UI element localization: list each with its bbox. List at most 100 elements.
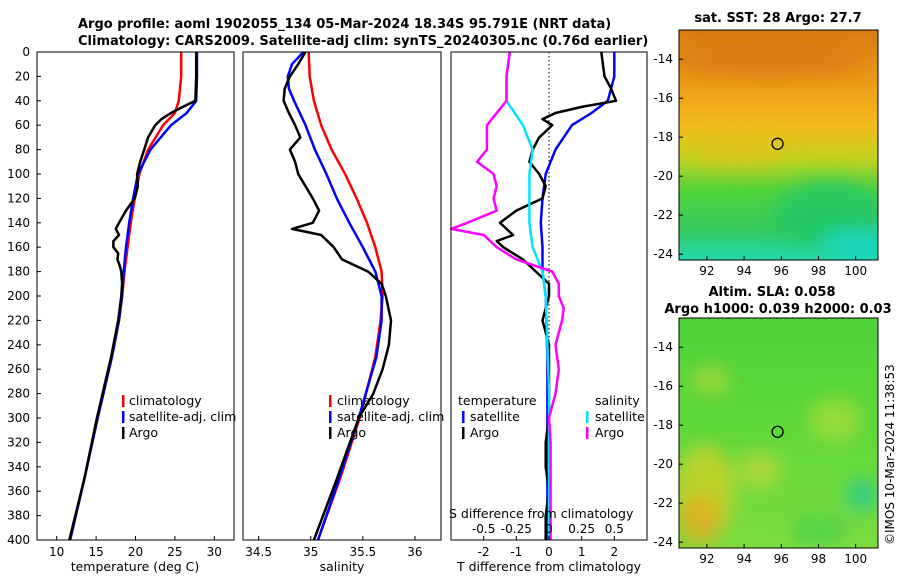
legend-label-satellite: satellite-adj. clim: [129, 409, 236, 424]
map-y-tick-label: -20: [653, 457, 673, 471]
x-tick-label: -2: [478, 545, 490, 559]
map-y-tick-label: -22: [653, 208, 673, 222]
map-y-tick-label: -14: [653, 340, 673, 354]
map-x-tick-label: 92: [699, 552, 714, 566]
x2-tick-label: 0.25: [568, 522, 595, 536]
y-tick-label: 280: [7, 387, 30, 401]
sla-patch-5: [846, 479, 878, 511]
x-tick-label: 35: [303, 545, 318, 559]
map-y-tick-label: -16: [653, 91, 673, 105]
legend-label-sal-argo: Argo: [595, 425, 624, 440]
sla-map-title-line1: Altim. SLA: 0.058: [709, 285, 836, 300]
series-line-satellite-adj-clim: [286, 51, 383, 541]
sst-argo-position-marker: [771, 137, 784, 150]
legend-label-satellite-sal: satellite-adj. clim: [337, 409, 444, 424]
y-tick-label: 320: [7, 435, 30, 449]
sla-patch-6: [790, 512, 850, 548]
y-tick-label: 120: [7, 191, 30, 205]
series-line-satellite-adj-clim: [68, 52, 199, 541]
y-tick-label: 220: [7, 313, 30, 327]
legend-label-climatology: climatology: [129, 393, 202, 408]
x2-tick-label: 0.5: [605, 522, 624, 536]
map-y-tick-label: -20: [653, 169, 673, 183]
temperature-axes-frame: [36, 51, 235, 541]
map-x-tick-label: 96: [774, 552, 789, 566]
legend-swatch-sal-satellite: [586, 411, 589, 423]
map-y-tick-label: -22: [653, 496, 673, 510]
temperature-panel: 10 15 20 25 30 0 20 40 60 80 100 120 140 160 180 200 22…: [7, 45, 236, 574]
sla-map: [679, 318, 878, 548]
legend-swatch-climatology-sal: [329, 395, 332, 407]
map-y-tick-label: -16: [653, 379, 673, 393]
y-tick-label: 60: [15, 118, 30, 132]
legend-swatch-satellite: [122, 411, 125, 423]
legend-swatch-temp-argo: [462, 427, 465, 439]
y-tick-label: 140: [7, 216, 30, 230]
sst-map: [679, 30, 878, 260]
x-tick-label: 35.5: [349, 545, 376, 559]
sla-map-title-line2: Argo h1000: 0.039 h2000: 0.03: [664, 302, 891, 317]
x2-tick-label: 0: [545, 522, 553, 536]
legend-swatch-sal-argo: [586, 427, 589, 439]
legend-header-salinity: salinity: [595, 393, 640, 408]
map-y-tick-label: -24: [653, 535, 673, 549]
sla-patch-4: [809, 398, 861, 442]
map-y-tick-label: -14: [653, 52, 673, 66]
salinity-panel: 34.5 35 35.5 36 salinity climatology satell…: [242, 51, 444, 574]
y-tick-label: 100: [7, 167, 30, 181]
y-tick-label: 40: [15, 94, 30, 108]
y-tick-label: 240: [7, 338, 30, 352]
legend-header-temperature: temperature: [458, 393, 537, 408]
sla-patch-2: [679, 495, 722, 545]
sst-cyan-patch: [820, 230, 878, 260]
x-tick-label: 25: [167, 545, 182, 559]
sst-warm-patch: [679, 42, 865, 78]
x-tick-label: 30: [207, 545, 222, 559]
x-tick-label: 2: [611, 545, 619, 559]
y-tick-label: 260: [7, 362, 30, 376]
y-tick-label: 400: [7, 533, 30, 547]
map-x-tick-label: 94: [736, 264, 751, 278]
legend-swatch-temp-satellite: [462, 411, 465, 423]
legend-swatch-climatology: [122, 395, 125, 407]
figure-title-line1: Argo profile: aoml 1902055_134 05-Mar-20…: [78, 17, 611, 32]
sst-map-frame: [678, 29, 879, 261]
series-line-salinity-argo: [449, 51, 565, 540]
legend-swatch-argo-sal: [329, 427, 332, 439]
y-tick-label: 380: [7, 509, 30, 523]
y-tick-label: 300: [7, 411, 30, 425]
x-tick-label: 10: [49, 545, 64, 559]
x-tick-label: 0: [545, 545, 553, 559]
series-line-temperature-satellite: [539, 52, 616, 540]
x-tick-label: 1: [578, 545, 586, 559]
y-tick-label: 200: [7, 289, 30, 303]
series-line-argo: [282, 51, 393, 541]
legend-label-argo: Argo: [129, 425, 158, 440]
series-line-temperature-argo: [495, 51, 618, 540]
sst-yellow-patch: [695, 136, 785, 164]
sst-map-title: sat. SST: 28 Argo: 27.7: [694, 11, 861, 26]
x-tick-label: 15: [88, 545, 103, 559]
sla-patch-3: [738, 452, 782, 488]
series-line-argo: [68, 52, 198, 541]
map-x-tick-label: 92: [699, 264, 714, 278]
x-tick-label: 20: [128, 545, 143, 559]
difference-x2label: S difference from climatology: [449, 506, 634, 521]
difference-legend: temperature salinity satellite Argo sate…: [458, 393, 645, 440]
y-tick-label: 360: [7, 484, 30, 498]
legend-label-sal-satellite: satellite: [595, 409, 645, 424]
difference-panel: -2 -1 0 1 2 -0.5 -0.25 0 0.25 0.5 T difference f…: [449, 51, 648, 574]
map-x-tick-label: 94: [736, 552, 751, 566]
map-y-tick-label: -18: [653, 418, 673, 432]
legend-label-temp-argo: Argo: [470, 425, 499, 440]
map-x-tick-label: 98: [811, 264, 826, 278]
map-y-tick-label: -18: [653, 130, 673, 144]
legend-swatch-argo: [122, 427, 125, 439]
salinity-xlabel: salinity: [320, 559, 365, 574]
map-y-tick-label: -24: [653, 247, 673, 261]
legend-label-climatology-sal: climatology: [337, 393, 410, 408]
salinity-axes-frame: [242, 51, 442, 541]
y-tick-label: 20: [15, 69, 30, 83]
y-tick-label: 340: [7, 460, 30, 474]
